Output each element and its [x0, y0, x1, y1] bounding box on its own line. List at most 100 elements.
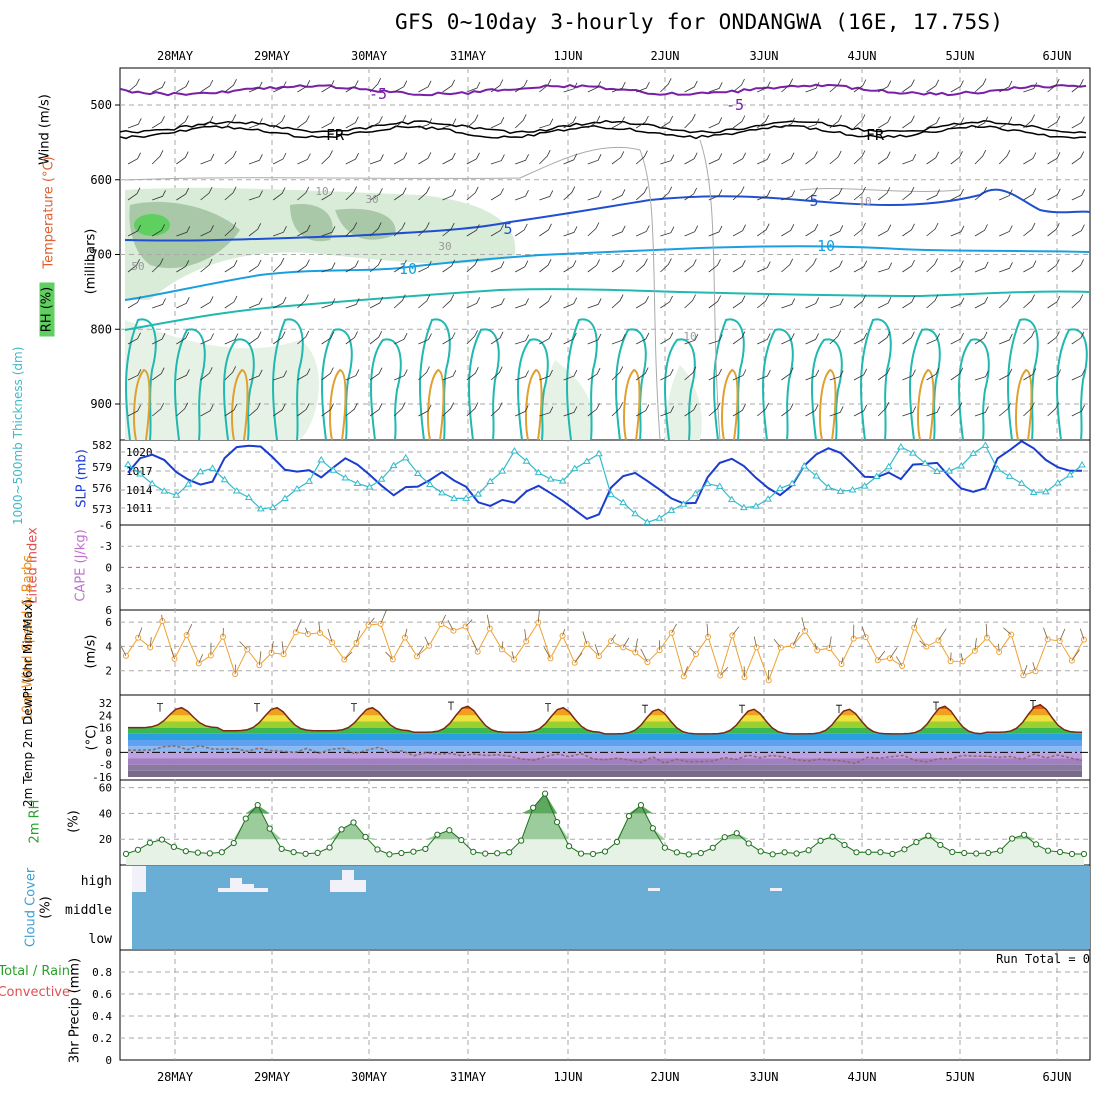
wind-barb-304: [708, 334, 723, 345]
thickness-point-40: [607, 490, 615, 498]
wind-barb-157: [1023, 188, 1037, 201]
wind-barb-16: [514, 79, 528, 93]
wind-barb-335: [490, 366, 503, 381]
wind-barb-25: [732, 78, 745, 93]
wind-barb-163: [200, 225, 214, 237]
wind-barb-296: [515, 334, 530, 345]
wind-barb-146: [757, 189, 771, 201]
temp-max-marker-7: [836, 704, 842, 714]
temp-max-marker-1: [254, 703, 260, 712]
thickness-point-2: [148, 479, 157, 487]
wind-barb-215: [490, 261, 505, 273]
wind-barb-128: [321, 188, 335, 201]
orange-contour-0: [133, 368, 151, 441]
wind10-barb-77: [1059, 628, 1066, 642]
rh-point-75: [1021, 831, 1028, 838]
rh-point-21: [374, 846, 381, 853]
wind-barb-52: [418, 118, 433, 129]
wind10-barb-12: [271, 641, 274, 653]
ylabel-rh2m: 2m RH: [27, 799, 43, 844]
contour-label-5: 5: [809, 192, 818, 210]
rh-point-15: [302, 850, 309, 857]
wind-barb-370: [369, 403, 383, 417]
wind-barb-119: [1071, 151, 1085, 165]
wind-barb-200: [127, 259, 140, 273]
wind-barb-50: [369, 116, 383, 129]
wind-barb-372: [418, 404, 432, 417]
wind-barb-232: [902, 259, 915, 273]
wind-barb-340: [611, 366, 624, 381]
rh-point-25: [422, 845, 429, 853]
wind-barb-314: [950, 332, 964, 345]
wind-barb-284: [224, 333, 239, 345]
wind-barb-250: [369, 296, 384, 309]
thickness-point-68: [945, 467, 954, 474]
wind-barb-129: [345, 186, 358, 201]
wind-barb-125: [248, 190, 263, 201]
rh-point-69: [949, 848, 956, 856]
wind10-barb-17: [327, 628, 333, 643]
thickness-point-58: [824, 483, 833, 490]
cloud-gap-5: [330, 880, 342, 892]
wind-barb-327: [297, 368, 311, 381]
thickness-point-20: [365, 483, 374, 490]
wind-barb-150: [853, 186, 866, 201]
wind-barb-187: [781, 224, 795, 237]
wind-barb-80: [127, 152, 141, 165]
thickness-point-6: [196, 467, 205, 475]
wind-barb-100: [611, 151, 625, 165]
rh-point-76: [1033, 841, 1040, 848]
wind-barb-64: [708, 117, 723, 129]
wind-barb-344: [708, 368, 722, 381]
wind-barb-334: [466, 367, 479, 381]
wind-barb-257: [539, 295, 552, 309]
rh-point-1: [134, 846, 142, 853]
wind-barb-58: [563, 116, 577, 129]
thickness-point-26: [438, 488, 446, 496]
thickness-point-47: [691, 489, 700, 497]
wind-barb-377: [539, 406, 554, 417]
wind-barb-43: [200, 116, 214, 129]
wind-barb-303: [684, 334, 699, 345]
date-label-top-5JUN: 5JUN: [946, 49, 975, 63]
temp-tick-5: -8: [99, 759, 112, 772]
wind-barb-93: [442, 152, 456, 165]
wind-barb-7: [297, 80, 311, 93]
wind-barb-77: [1023, 114, 1035, 129]
rh-shade-1: [125, 187, 516, 300]
rh-contour-1: [124, 146, 661, 441]
wind-barb-72: [902, 115, 915, 129]
wind-tick-0: 6: [105, 616, 112, 629]
wind-barb-111: [877, 151, 891, 165]
wind-barb-297: [539, 332, 553, 345]
rh-point-9: [230, 839, 237, 847]
wind-barb-181: [636, 225, 650, 237]
rh-point-80: [1080, 850, 1088, 858]
wind-barb-392: [902, 406, 917, 417]
ylabel-millibars: (millibars): [83, 228, 99, 295]
teal-contour-17: [958, 338, 990, 441]
rh-point-45: [661, 844, 668, 851]
rh-point-52: [745, 840, 752, 847]
wind-barb-103: [684, 152, 698, 165]
rh-tick-1: 40: [99, 807, 112, 820]
rh-shade-4: [290, 204, 333, 242]
rh-point-39: [589, 850, 597, 858]
precip-tick-3: 0.2: [92, 1032, 112, 1045]
rh-point-29: [470, 848, 477, 855]
wind-barb-290: [369, 331, 383, 345]
wind-barb-204: [224, 259, 238, 273]
wind-barb-182: [660, 226, 675, 237]
thickness-point-37: [570, 464, 579, 472]
temp-tick-4: 0: [105, 746, 112, 759]
thickness-point-7: [208, 464, 217, 471]
thickness-point-28: [462, 494, 471, 501]
rh-point-59: [829, 833, 836, 840]
temp-band-1: [128, 764, 1082, 771]
wind-barb-159: [1071, 189, 1086, 201]
precip-tick-1: 0.6: [92, 988, 112, 1001]
wind-barb-120: [127, 187, 141, 201]
date-label-bottom-5JUN: 5JUN: [946, 1070, 975, 1084]
wind-barb-10: [369, 78, 382, 93]
wind-barb-208: [321, 262, 336, 273]
